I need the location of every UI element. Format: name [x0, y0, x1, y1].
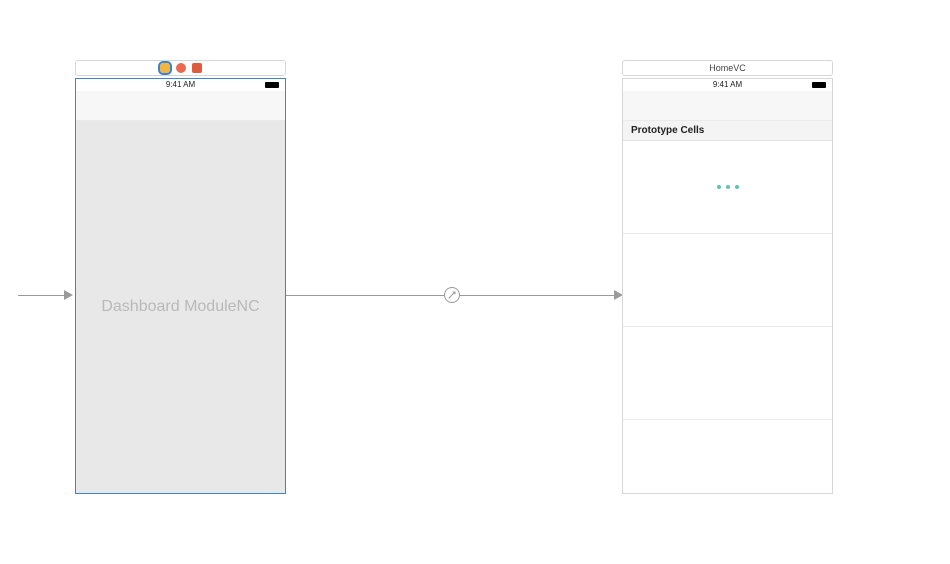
scene-object-icon[interactable]	[176, 63, 186, 73]
navigation-bar[interactable]	[623, 91, 832, 121]
status-bar: 9:41 AM	[623, 79, 832, 91]
prototype-cell[interactable]	[623, 141, 832, 234]
prototype-cell[interactable]	[623, 234, 832, 327]
scene-title-bar[interactable]: HomeVC	[622, 60, 833, 76]
scene-object-icon[interactable]	[160, 63, 170, 73]
scene-content: Dashboard ModuleNC	[76, 121, 285, 493]
entry-point-arrow-line	[18, 295, 64, 296]
storyboard-canvas[interactable]: 9:41 AM Dashboard ModuleNC HomeVC 9:41 A…	[0, 0, 950, 564]
prototype-cell[interactable]	[623, 327, 832, 420]
status-bar-time: 9:41 AM	[713, 80, 742, 89]
status-bar: 9:41 AM	[76, 79, 285, 91]
placeholder-label: Dashboard ModuleNC	[76, 298, 285, 316]
phone-frame: 9:41 AM Dashboard ModuleNC	[75, 78, 286, 494]
battery-icon	[812, 82, 826, 88]
navigation-bar[interactable]	[76, 91, 285, 121]
battery-icon	[265, 82, 279, 88]
prototype-cells-header: Prototype Cells	[623, 121, 832, 141]
scene-title-bar[interactable]	[75, 60, 286, 76]
scene-dashboard-modulenc[interactable]: 9:41 AM Dashboard ModuleNC	[75, 78, 286, 494]
status-bar-time: 9:41 AM	[166, 80, 195, 89]
phone-frame: 9:41 AM Prototype Cells	[622, 78, 833, 494]
segue-indicator-icon[interactable]	[444, 287, 460, 303]
scene-title-label: HomeVC	[709, 63, 746, 73]
table-view[interactable]: Prototype Cells	[623, 121, 832, 493]
loading-dots-icon	[717, 185, 739, 189]
entry-point-arrow-head	[64, 290, 73, 300]
scene-object-icon[interactable]	[192, 63, 202, 73]
scene-homevc[interactable]: HomeVC 9:41 AM Prototype Cells	[622, 78, 833, 494]
